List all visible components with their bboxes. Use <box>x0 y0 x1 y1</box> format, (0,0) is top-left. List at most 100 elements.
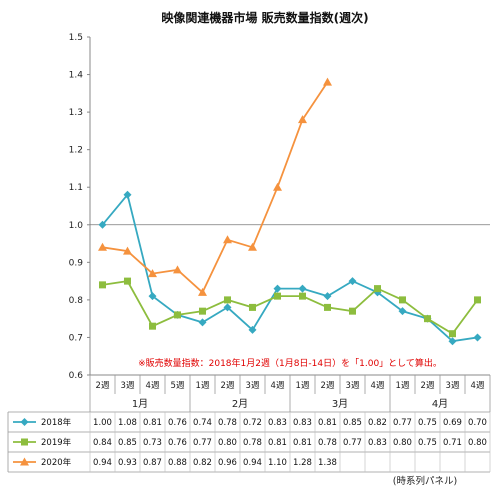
data-point <box>249 303 256 311</box>
data-point <box>174 311 181 319</box>
data-point <box>474 296 481 304</box>
data-label: 0.84 <box>93 438 112 448</box>
data-point <box>224 296 231 304</box>
data-label: 1.38 <box>318 458 337 468</box>
data-point <box>124 277 131 285</box>
series-line-1 <box>102 280 479 335</box>
month-label: 1月 <box>132 398 148 410</box>
data-point <box>198 318 207 327</box>
data-label: 0.83 <box>293 418 312 428</box>
y-tick-label: 1.2 <box>69 146 83 156</box>
data-point <box>399 296 406 304</box>
data-point <box>99 281 106 289</box>
x-tick-label: 2週 <box>421 381 435 391</box>
legend-label: 2019年 <box>41 437 72 448</box>
data-point <box>298 284 307 293</box>
x-tick-label: 1週 <box>196 381 210 391</box>
data-point <box>298 115 307 124</box>
data-point <box>123 190 132 199</box>
legend-label: 2020年 <box>41 457 72 468</box>
x-tick-label: 3週 <box>346 381 360 391</box>
legend-label: 2018年 <box>41 417 72 428</box>
x-tick-label: 2週 <box>96 381 110 391</box>
data-point <box>198 287 207 296</box>
data-point <box>424 315 431 323</box>
chart-title: 映像関連機器市場 販売数量指数(週次) <box>161 10 368 25</box>
legend-marker <box>20 418 29 426</box>
data-label: 0.78 <box>218 418 237 428</box>
plot-area: 0.6 0.7 0.8 0.9 1.0 1.1 1.2 1.3 1.4 1.5 <box>69 33 490 381</box>
series-line-2 <box>102 81 329 294</box>
legend-marker <box>21 438 28 446</box>
month-label: 3月 <box>332 398 348 410</box>
data-label: 0.73 <box>143 438 162 448</box>
data-label: 0.76 <box>168 418 187 428</box>
x-tick-label: 1週 <box>396 381 410 391</box>
data-point <box>374 285 381 293</box>
data-point <box>349 307 356 315</box>
data-label: 0.77 <box>343 438 362 448</box>
data-label: 0.82 <box>368 418 387 428</box>
y-tick-label: 0.6 <box>69 371 84 381</box>
data-label: 0.85 <box>343 418 362 428</box>
data-label: 0.83 <box>368 438 387 448</box>
data-label: 0.87 <box>143 458 162 468</box>
chart-source: (時系列パネル) <box>393 475 457 487</box>
data-label: 0.81 <box>293 438 312 448</box>
x-tick-label: 4週 <box>271 381 285 391</box>
data-label: 0.75 <box>418 438 437 448</box>
data-point <box>299 292 306 300</box>
data-point <box>223 303 232 312</box>
data-point <box>273 284 282 293</box>
data-label: 0.74 <box>193 418 212 428</box>
x-tick-label: 2週 <box>221 381 235 391</box>
data-label: 0.76 <box>168 438 187 448</box>
x-tick-label: 5週 <box>171 381 185 391</box>
data-point <box>248 242 257 251</box>
data-point <box>98 220 107 229</box>
data-point <box>473 333 482 342</box>
y-tick-label: 0.8 <box>69 296 84 306</box>
data-label: 0.78 <box>243 438 262 448</box>
data-label: 0.94 <box>243 458 262 468</box>
x-tick-label: 4週 <box>471 381 485 391</box>
data-point <box>199 307 206 315</box>
data-label: 0.78 <box>318 438 337 448</box>
data-label: 0.80 <box>218 438 237 448</box>
data-label: 0.93 <box>118 458 137 468</box>
month-label: 2月 <box>232 398 248 410</box>
legend-marker <box>20 457 29 466</box>
data-label: 0.81 <box>268 438 287 448</box>
data-label: 1.10 <box>268 458 287 468</box>
data-point <box>148 292 157 301</box>
data-label: 0.69 <box>443 418 462 428</box>
data-point <box>123 246 132 255</box>
series-line-0 <box>101 192 478 343</box>
data-label: 0.83 <box>268 418 287 428</box>
data-point <box>348 277 357 286</box>
y-tick-label: 1.1 <box>69 183 83 193</box>
data-point <box>149 322 156 330</box>
x-tick-label: 4週 <box>146 381 160 391</box>
x-tick-label: 3週 <box>121 381 135 391</box>
data-label: 0.81 <box>143 418 162 428</box>
data-label: 0.81 <box>318 418 337 428</box>
y-tick-label: 1.0 <box>69 221 84 231</box>
x-tick-label: 4週 <box>371 381 385 391</box>
x-tick-label: 3週 <box>446 381 460 391</box>
data-point <box>398 307 407 316</box>
data-label: 0.70 <box>468 418 487 428</box>
data-label: 0.94 <box>93 458 112 468</box>
data-label: 0.77 <box>193 438 212 448</box>
y-tick-label: 1.4 <box>69 71 84 81</box>
data-label: 0.88 <box>168 458 187 468</box>
data-label: 0.80 <box>393 438 412 448</box>
data-point <box>449 330 456 338</box>
data-label: 0.77 <box>393 418 412 428</box>
data-point <box>223 235 232 244</box>
data-point <box>324 303 331 311</box>
data-point <box>323 77 332 86</box>
y-tick-label: 0.7 <box>69 333 83 343</box>
data-label: 1.28 <box>293 458 312 468</box>
